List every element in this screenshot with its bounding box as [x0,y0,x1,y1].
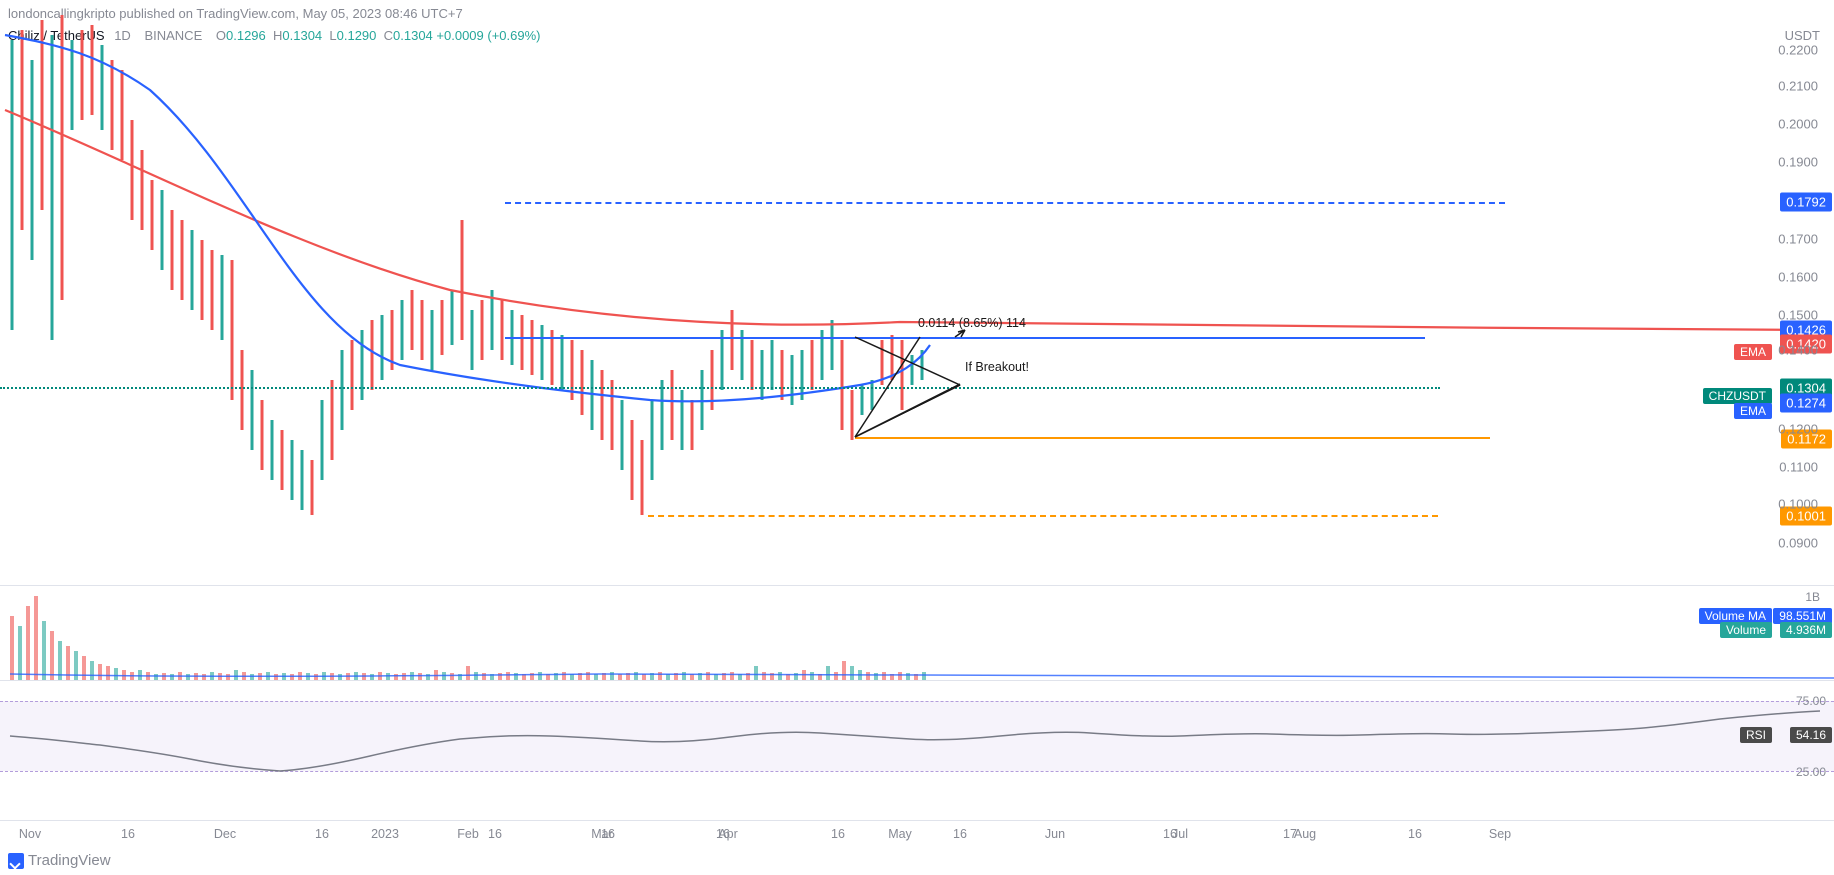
candle-plot-area[interactable]: 0.0114 (8.65%) 114 If Breakout! 0.1792 0… [0,0,1834,585]
price-tick-1: 0.2100 [1778,79,1818,94]
xtick-2023: 2023 [371,827,399,841]
resistance-dashed-blue-line[interactable] [505,202,1505,204]
price-tick-2: 0.2000 [1778,117,1818,132]
price-tick-4: 0.1700 [1778,232,1818,247]
price-tick-9: 0.1100 [1779,460,1818,475]
xtick-dec: Dec [214,827,236,841]
rsi-lower-band-label: 25.00 [1796,765,1826,779]
xtick-16c: 16 [488,827,502,841]
x-axis: Nov 16 Dec 16 2023 Feb 16 16 Mar 16 Apr … [0,820,1834,850]
xtick-mar: Mar [591,827,613,841]
breakout-solid-blue-line[interactable] [505,337,1425,339]
xtick-16i: 16 [1408,827,1422,841]
price-tick-8: 0.1200 [1778,422,1818,437]
price-tick-7: 0.1400 [1778,343,1818,358]
tradingview-watermark-text: TradingView [28,852,111,869]
price-axis: 0.2200 0.2100 0.2000 0.1900 0.1700 0.160… [1696,0,1826,585]
volume-panel[interactable] [0,585,1834,680]
tradingview-logo-icon [8,853,24,869]
xtick-aug: Aug [1294,827,1316,841]
price-tick-0: 0.2200 [1778,43,1818,58]
xtick-nov: Nov [19,827,41,841]
breakout-measure-label: 0.0114 (8.65%) 114 [918,316,1026,330]
xtick-feb: Feb [457,827,479,841]
price-tick-6: 0.1500 [1778,308,1818,323]
xtick-jun: Jun [1045,827,1065,841]
volume-scale-top: 1B [1805,590,1820,604]
rsi-value-tag[interactable]: RSI [1740,727,1772,743]
rsi-panel[interactable]: RSI 54.16 75.00 25.00 [0,680,1834,820]
volume-bars-svg [0,586,1834,681]
rsi-value-badge[interactable]: 54.16 [1790,727,1832,743]
tradingview-watermark: TradingView [8,852,111,869]
major-support-dashed-line[interactable] [648,515,1438,517]
if-breakout-label: If Breakout! [965,360,1029,374]
volume-badge[interactable]: 4.936M [1780,622,1832,638]
xtick-16a: 16 [121,827,135,841]
xtick-sep: Sep [1489,827,1511,841]
price-tick-10: 0.1000 [1778,497,1818,512]
ema-red-line [5,110,1820,330]
xtick-may: May [888,827,912,841]
xtick-16b: 16 [315,827,329,841]
price-tick-5: 0.1600 [1778,270,1818,285]
price-tick-11: 0.0900 [1778,536,1818,551]
rsi-line-svg [0,681,1834,821]
rsi-upper-band-label: 75.00 [1796,694,1826,708]
xtick-jul: Jul [1172,827,1188,841]
volume-bars-group [10,596,926,681]
current-price-dotted-line[interactable] [0,387,1440,389]
support-solid-orange-line[interactable] [855,437,1490,439]
volume-tag[interactable]: Volume [1720,622,1772,638]
price-chart-svg [0,0,1834,585]
candlestick-group-early [12,15,312,515]
chart-root: londoncallingkripto published on Trading… [0,0,1834,875]
ema-blue-line [5,35,930,401]
xtick-16g: 16 [953,827,967,841]
xtick-16f: 16 [831,827,845,841]
price-tick-3: 0.1900 [1778,155,1818,170]
xtick-apr: Apr [718,827,737,841]
